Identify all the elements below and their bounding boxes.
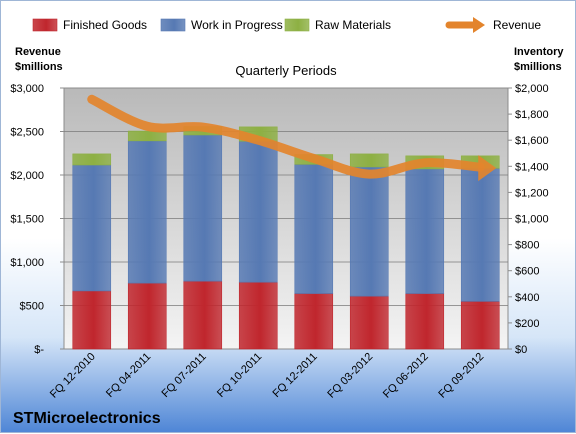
bar-work-in-progress [238,140,278,283]
bar-raw-materials [127,130,167,142]
legend-revenue-label: Revenue [493,18,541,32]
category-label: FQ 03-2012 [325,351,375,401]
bar-finished-goods [405,293,445,350]
category-label: FQ 04-2011 [104,351,153,400]
bar-work-in-progress [72,164,112,292]
right-axis-title: Inventory [514,46,564,58]
company-name: STMicroelectronics [13,410,161,427]
legend-revenue-arrow [473,17,485,33]
left-tick-label: $500 [20,301,44,313]
left-tick-label: $- [34,344,44,356]
legend-raw-materials-swatch [284,18,310,32]
right-tick-label: $600 [515,266,539,278]
category-label: FQ 07-2011 [159,351,208,400]
left-tick-label: $1,000 [10,257,44,269]
right-tick-label: $800 [515,240,539,252]
bar-finished-goods [238,281,278,350]
right-tick-label: $0 [515,344,527,356]
legend-finished-goods-label: Finished Goods [63,18,147,32]
left-tick-label: $2,500 [10,127,44,139]
revenue-arrowhead [478,155,497,182]
bar-finished-goods [72,290,112,350]
right-tick-label: $1,200 [515,187,549,199]
right-tick-label: $400 [515,292,539,304]
bar-work-in-progress [405,168,445,294]
left-tick-label: $2,000 [10,170,44,182]
left-tick-label: $1,500 [10,214,44,226]
right-axis-title: $millions [514,61,562,73]
right-tick-label: $200 [515,318,539,330]
bar-finished-goods [183,280,223,350]
bar-work-in-progress [294,164,334,294]
legend-work-in-progress-label: Work in Progress [191,18,283,32]
right-tick-label: $1,400 [515,161,549,173]
right-tick-label: $1,800 [515,109,549,121]
category-label: FQ 09-2012 [436,351,486,401]
right-tick-label: $1,600 [515,135,549,147]
right-tick-label: $1,000 [515,214,549,226]
category-label: FQ 12-2011 [270,351,319,400]
bar-work-in-progress [349,166,389,297]
category-label: FQ 12-2010 [48,351,98,401]
left-tick-label: $3,000 [10,83,44,95]
bar-finished-goods [127,282,167,350]
bar-work-in-progress [127,140,167,284]
chart-title: Quarterly Periods [235,63,337,78]
bar-work-in-progress [460,167,500,302]
category-label: FQ 10-2011 [215,351,264,400]
legend-raw-materials-label: Raw Materials [315,18,391,32]
legend-work-in-progress-swatch [160,18,186,32]
bar-raw-materials [349,153,389,168]
right-tick-label: $2,000 [515,83,549,95]
category-label: FQ 06-2012 [381,351,431,401]
left-axis-title: Revenue [15,46,61,58]
left-axis-title: $millions [15,61,63,73]
bar-work-in-progress [183,134,223,282]
bar-finished-goods [294,293,334,350]
bar-raw-materials [72,153,112,166]
bar-finished-goods [460,301,500,350]
revenue-line [87,94,485,179]
legend-finished-goods-swatch [32,18,58,32]
bar-finished-goods [349,295,389,350]
